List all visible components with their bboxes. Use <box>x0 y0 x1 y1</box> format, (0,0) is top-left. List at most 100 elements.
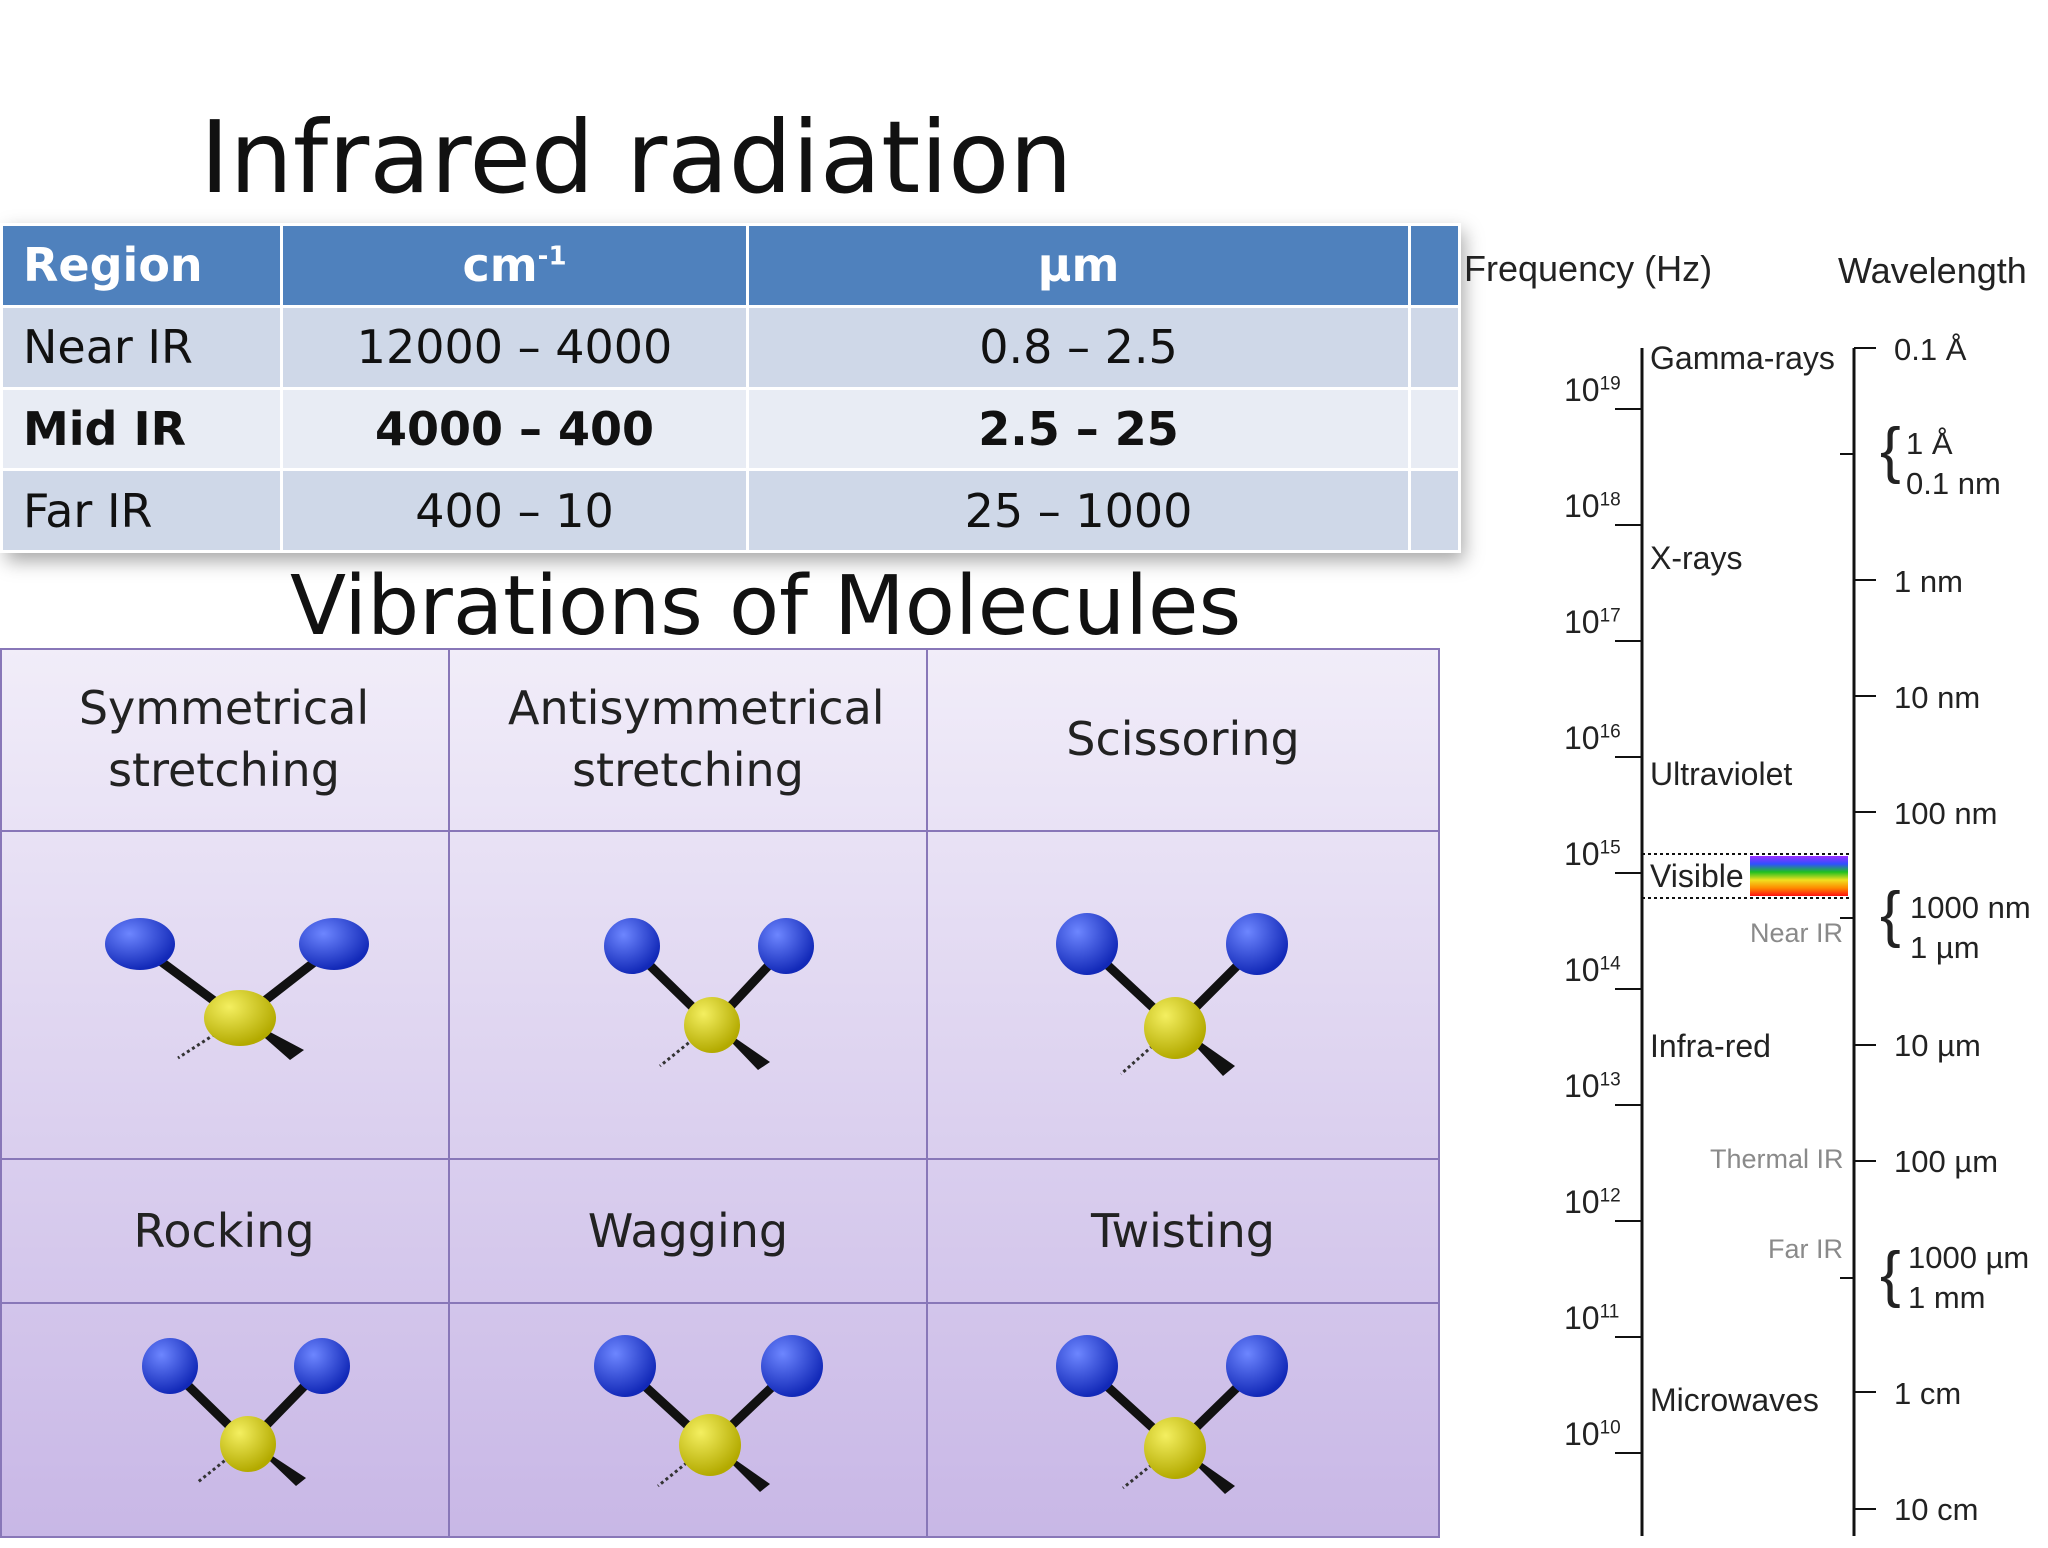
band-visible: Visible <box>1650 858 1744 894</box>
header-blank <box>1408 223 1461 308</box>
header-wavenumber: cm-1 <box>280 223 749 308</box>
wavelength-label: 1000 nm <box>1910 890 2031 925</box>
em-spectrum: Frequency (Hz) Wavelength 1019 1018 1017… <box>1460 236 2048 1536</box>
band-x-rays: X-rays <box>1650 540 1743 576</box>
cell-wavenumber: 4000 – 400 <box>280 386 749 472</box>
molecule-cell <box>450 832 928 1160</box>
header-wavenumber-unit: cm <box>462 238 538 293</box>
freq-exponent: 10 <box>1599 1417 1621 1439</box>
wavelength-label: 10 cm <box>1894 1492 1979 1527</box>
vibrations-grid: Symmetrical stretching Antisymmetrical s… <box>0 648 1440 1538</box>
freq-exponent: 12 <box>1599 1185 1621 1207</box>
brace-icon: { <box>1880 880 1901 949</box>
header-region: Region <box>0 223 283 308</box>
label-symmetrical-stretching: Symmetrical stretching <box>0 648 450 832</box>
freq-base: 10 <box>1564 1416 1600 1452</box>
wavelength-label: 1 cm <box>1894 1376 1962 1411</box>
freq-base: 10 <box>1564 1184 1600 1220</box>
freq-exponent: 17 <box>1599 605 1621 627</box>
wavelength-label: 1 Å <box>1906 426 1953 461</box>
antisymmetrical-stretching-molecule-icon <box>604 918 814 1070</box>
cell-region: Far IR <box>0 468 283 553</box>
wavelength-label: 0.1 Å <box>1894 332 1967 367</box>
cell-micrometer: 0.8 – 2.5 <box>746 304 1411 390</box>
molecule-cell <box>0 832 450 1160</box>
band-infra-red: Infra-red <box>1650 1028 1771 1064</box>
wavelength-label: 100 nm <box>1894 796 1998 831</box>
slide-title: Infrared radiation <box>200 99 1073 216</box>
freq-base: 10 <box>1564 488 1600 524</box>
label-twisting: Twisting <box>928 1160 1440 1304</box>
label-scissoring: Scissoring <box>928 648 1440 832</box>
cell-blank <box>1408 468 1461 553</box>
label-wagging: Wagging <box>450 1160 928 1304</box>
freq-exponent: 15 <box>1599 837 1621 859</box>
header-micrometer: µm <box>746 223 1411 308</box>
cell-blank <box>1408 386 1461 472</box>
freq-label: 1012 <box>1564 1184 1621 1221</box>
brace-icon: { <box>1880 1240 1901 1309</box>
symmetrical-stretching-molecule-icon <box>105 918 369 1060</box>
band-far-ir: Far IR <box>1768 1234 1844 1264</box>
vibration-label: Twisting <box>1090 1204 1276 1258</box>
freq-exponent: 19 <box>1599 373 1621 395</box>
cell-wavenumber: 400 – 10 <box>280 468 749 553</box>
freq-label: 1018 <box>1564 488 1621 525</box>
freq-base: 10 <box>1564 952 1600 988</box>
ir-regions-table: Region cm-1 µm Near IR 12000 – 4000 0.8 … <box>0 223 1461 553</box>
freq-base: 10 <box>1564 836 1600 872</box>
cell-region: Near IR <box>0 304 283 390</box>
vibration-label: Wagging <box>587 1204 789 1258</box>
freq-label: 1014 <box>1564 952 1621 989</box>
freq-exponent: 14 <box>1599 953 1621 975</box>
freq-base: 10 <box>1564 720 1600 756</box>
wavelength-label: 1 nm <box>1894 564 1963 599</box>
freq-base: 10 <box>1564 604 1600 640</box>
wavelength-label: 0.1 nm <box>1906 466 2001 501</box>
freq-exponent: 13 <box>1599 1069 1621 1091</box>
freq-base: 10 <box>1564 372 1600 408</box>
cell-region: Mid IR <box>0 386 283 472</box>
header-wavenumber-exponent: -1 <box>537 242 567 273</box>
vibration-label: Rocking <box>133 1204 315 1258</box>
band-thermal-ir: Thermal IR <box>1710 1144 1844 1174</box>
cell-wavenumber: 12000 – 4000 <box>280 304 749 390</box>
freq-label: 1015 <box>1564 836 1621 873</box>
twisting-molecule-icon <box>1056 1335 1288 1494</box>
label-antisymmetrical-stretching: Antisymmetrical stretching <box>450 648 928 832</box>
vibration-label: Antisymmetrical stretching <box>508 681 885 797</box>
wavelength-label: 100 µm <box>1894 1144 1999 1179</box>
cell-micrometer: 25 – 1000 <box>746 468 1411 553</box>
frequency-header: Frequency (Hz) <box>1464 248 1713 289</box>
vibration-label: Scissoring <box>1066 712 1300 766</box>
freq-exponent: 11 <box>1599 1301 1620 1323</box>
vibrations-heading: Vibrations of Molecules <box>290 559 1242 654</box>
freq-exponent: 16 <box>1599 721 1621 743</box>
table-row: Near IR 12000 – 4000 0.8 – 2.5 <box>0 304 1461 390</box>
rocking-molecule-icon <box>142 1338 350 1486</box>
cell-blank <box>1408 304 1461 390</box>
label-rocking: Rocking <box>0 1160 450 1304</box>
wavelength-label: 1 mm <box>1908 1280 1986 1315</box>
table-row: Mid IR 4000 – 400 2.5 – 25 <box>0 386 1461 472</box>
scissoring-molecule-icon <box>1056 913 1288 1076</box>
freq-label: 1017 <box>1564 604 1621 641</box>
band-microwaves: Microwaves <box>1650 1382 1819 1418</box>
spectrum-scale-lines <box>1615 347 1876 1536</box>
freq-base: 10 <box>1564 1300 1600 1336</box>
freq-label: 1016 <box>1564 720 1621 757</box>
vibration-label: Symmetrical stretching <box>78 681 370 797</box>
brace-icon: { <box>1880 416 1901 485</box>
table-header-row: Region cm-1 µm <box>0 223 1461 308</box>
wavelength-label: 1000 µm <box>1908 1240 2030 1275</box>
wavelength-label: 1 µm <box>1910 930 1980 965</box>
freq-label: 1019 <box>1564 372 1621 409</box>
wavelength-label: 10 µm <box>1894 1028 1981 1063</box>
cell-micrometer: 2.5 – 25 <box>746 386 1411 472</box>
band-ultraviolet: Ultraviolet <box>1650 756 1793 792</box>
freq-label: 1013 <box>1564 1068 1621 1105</box>
band-gamma-rays: Gamma-rays <box>1650 340 1835 376</box>
band-near-ir: Near IR <box>1750 918 1844 948</box>
table-row: Far IR 400 – 10 25 – 1000 <box>0 468 1461 553</box>
freq-exponent: 18 <box>1599 489 1621 511</box>
